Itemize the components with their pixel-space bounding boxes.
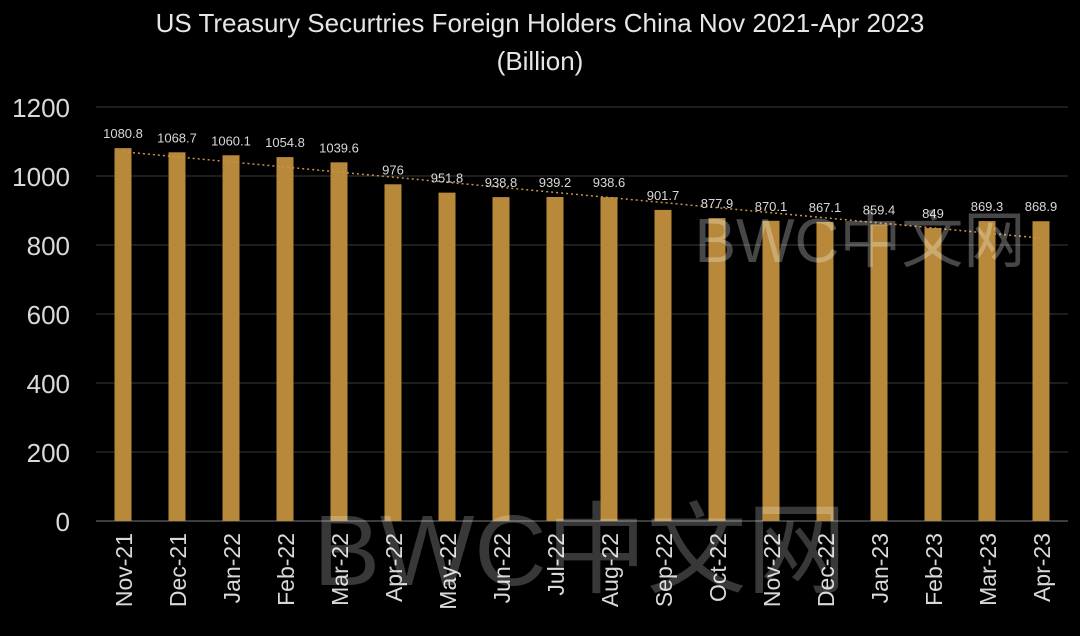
bars [114, 148, 1050, 522]
x-tick-label: Jul-22 [543, 533, 569, 596]
bar [708, 218, 726, 521]
data-label: 859.4 [863, 203, 896, 218]
x-tick-label: Nov-22 [759, 533, 785, 607]
bar [546, 196, 564, 521]
trendline [122, 151, 1042, 239]
x-tick-label: Jun-22 [489, 533, 515, 603]
data-label: 938.8 [485, 175, 518, 190]
watermark-text: BWC中文网 [313, 495, 846, 607]
data-label: 1060.1 [211, 133, 251, 148]
data-label: 938.6 [593, 175, 626, 190]
y-tick-label: 400 [27, 369, 70, 399]
x-tick-label: Mar-23 [975, 533, 1001, 606]
data-label: 976 [382, 162, 404, 177]
trendline-line [122, 151, 1042, 239]
data-label: 1054.8 [265, 135, 305, 150]
x-tick-label: Sep-22 [651, 533, 677, 607]
bar [492, 197, 510, 521]
y-tick-label: 800 [27, 231, 70, 261]
x-tick-label: Feb-22 [273, 533, 299, 606]
bar [870, 224, 888, 521]
data-label: 868.9 [1025, 199, 1058, 214]
data-label: 901.7 [647, 188, 680, 203]
y-tick-label: 0 [56, 507, 70, 537]
y-tick-label: 1000 [12, 162, 70, 192]
x-tick-label: Apr-23 [1029, 533, 1055, 602]
chart-title: US Treasury Securtries Foreign Holders C… [155, 8, 925, 38]
data-label: 849 [922, 206, 944, 221]
watermark: BWC中文网 BWC中文网 [313, 207, 1025, 607]
bar [978, 221, 996, 522]
bar [222, 155, 240, 521]
x-tick-label: Apr-22 [381, 533, 407, 602]
bar [384, 184, 402, 521]
bar [654, 209, 672, 521]
x-axis: Nov-21 Dec-21 Jan-22 Feb-22 Mar-22 Apr-22 May-… [111, 533, 1055, 610]
x-tick-label: Jan-22 [219, 533, 245, 603]
gridlines [96, 106, 1068, 522]
x-tick-label: Jan-23 [867, 533, 893, 603]
x-tick-label: May-22 [435, 533, 461, 610]
data-labels: 1080.8 1068.7 1060.1 1054.8 1039.6 976 951.8 93… [103, 126, 1057, 221]
bar [762, 220, 780, 522]
data-label: 877.9 [701, 196, 734, 211]
bar [330, 162, 348, 521]
x-tick-label: Dec-22 [813, 533, 839, 607]
bar [114, 148, 132, 521]
data-label: 870.1 [755, 199, 788, 214]
x-tick-label: Oct-22 [705, 533, 731, 602]
y-axis: 0 200 400 600 800 1000 1200 [12, 93, 70, 537]
x-tick-label: Aug-22 [597, 533, 623, 607]
bar [1032, 221, 1050, 522]
data-label: 1068.7 [157, 130, 197, 145]
y-tick-label: 600 [27, 300, 70, 330]
data-label: 1039.6 [319, 140, 359, 155]
y-tick-label: 1200 [12, 93, 70, 123]
bar [276, 157, 294, 521]
bar [168, 152, 186, 521]
data-label: 951.8 [431, 171, 464, 186]
watermark-text: BWC中文网 [695, 207, 1026, 276]
bar [600, 197, 618, 522]
bar [816, 221, 834, 521]
data-label: 1080.8 [103, 126, 143, 141]
bar [924, 228, 942, 521]
x-tick-label: Nov-21 [111, 533, 137, 607]
data-label: 939.2 [539, 175, 572, 190]
bar [438, 192, 456, 521]
chart-subtitle: (Billion) [496, 46, 584, 76]
data-label: 867.1 [809, 200, 842, 215]
x-tick-label: Feb-23 [921, 533, 947, 606]
x-tick-label: Dec-21 [165, 533, 191, 607]
x-tick-label: Mar-22 [327, 533, 353, 606]
data-label: 869.3 [971, 199, 1004, 214]
y-tick-label: 200 [27, 438, 70, 468]
